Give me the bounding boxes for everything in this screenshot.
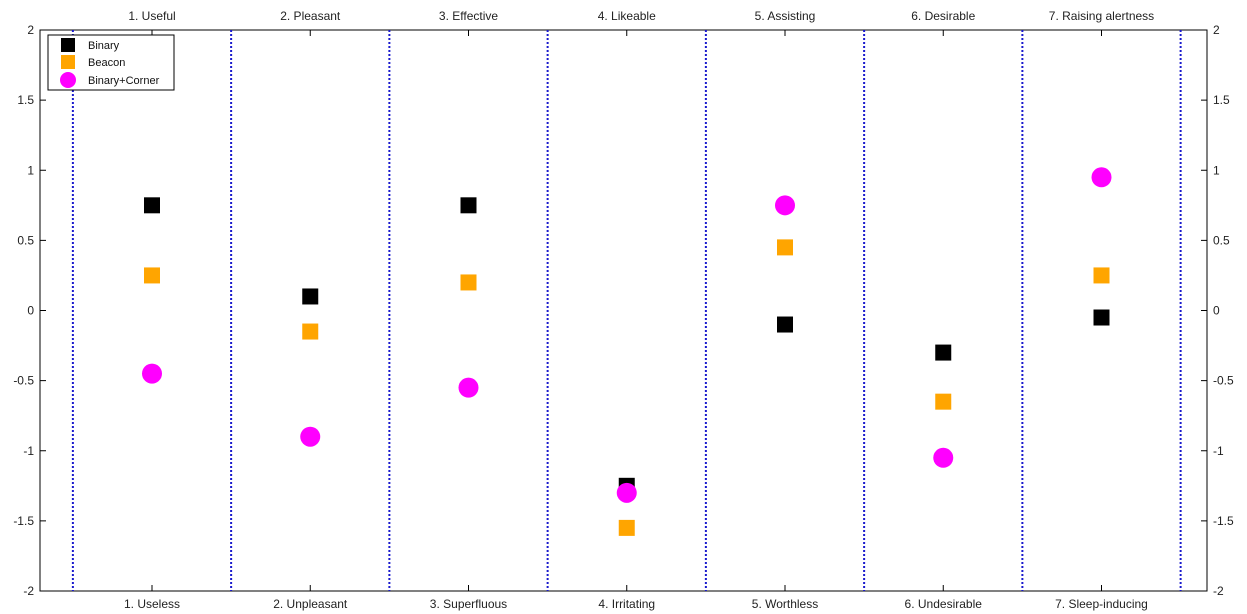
point-binary-corner-6 xyxy=(933,447,954,468)
plot-area xyxy=(39,29,1208,592)
top-label-2: 2. Pleasant xyxy=(280,9,341,23)
point-beacon-1 xyxy=(144,267,160,284)
y-tick-label-left: -1 xyxy=(23,444,34,458)
point-binary-corner-2 xyxy=(300,426,321,447)
point-binary-corner-5 xyxy=(775,195,795,216)
bottom-label-4: 4. Irritating xyxy=(598,597,655,611)
point-binary-3 xyxy=(460,197,477,214)
point-binary-2 xyxy=(302,288,319,305)
separator-lines xyxy=(71,30,1182,591)
y-tick-label-left: -1.5 xyxy=(13,514,34,528)
point-beacon-7 xyxy=(1093,267,1110,284)
y-tick-label-right: 2 xyxy=(1213,23,1220,37)
y-tick-label-right: 0.5 xyxy=(1213,233,1230,247)
y-tick-label-left: 0.5 xyxy=(17,233,34,247)
y-axis-right: -2 -1.5 -1 -0.5 0 0.5 1 1.5 2 xyxy=(1201,23,1234,598)
point-binary-corner-3 xyxy=(458,377,479,398)
y-tick-label-left: 1 xyxy=(27,163,34,177)
point-binary-corner-7 xyxy=(1091,167,1112,188)
y-tick-label-right: 1 xyxy=(1213,163,1220,177)
point-beacon-5 xyxy=(777,239,793,256)
point-beacon-2 xyxy=(302,323,319,340)
point-binary-1 xyxy=(144,197,160,214)
y-tick-label-right: 0 xyxy=(1213,304,1220,318)
top-label-6: 6. Desirable xyxy=(911,9,975,23)
legend-marker-binary-corner xyxy=(60,72,76,88)
legend: Binary Beacon Binary+Corner xyxy=(47,34,175,91)
top-label-3: 3. Effective xyxy=(439,9,498,23)
bottom-label-3: 3. Superfluous xyxy=(430,597,507,611)
top-label-4: 4. Likeable xyxy=(598,9,656,23)
point-binary-5 xyxy=(777,316,793,333)
top-label-1: 1. Useful xyxy=(128,9,175,23)
point-beacon-4 xyxy=(618,519,635,536)
point-binary-7 xyxy=(1093,309,1110,326)
legend-marker-binary xyxy=(61,38,75,52)
legend-label-beacon: Beacon xyxy=(88,57,125,69)
y-tick-label-left: 1.5 xyxy=(17,93,34,107)
point-beacon-3 xyxy=(460,274,477,291)
bottom-label-1: 1. Useless xyxy=(124,597,180,611)
top-label-7: 7. Raising alertness xyxy=(1049,9,1154,23)
y-tick-label-left: -2 xyxy=(23,584,34,598)
top-label-5: 5. Assisting xyxy=(755,9,816,23)
y-axis-left: -2 -1.5 -1 -0.5 0 0.5 1 1.5 2 xyxy=(13,23,46,598)
top-category-labels: 1. Useful 2. Pleasant 3. Effective 4. Likea… xyxy=(128,9,1154,36)
y-tick-label-right: -0.5 xyxy=(1213,374,1234,388)
bottom-category-labels: 1. Useless 2. Unpleasant 3. Superfluous 4. … xyxy=(124,585,1148,611)
bottom-label-7: 7. Sleep-inducing xyxy=(1055,597,1148,611)
series-markers xyxy=(142,167,1112,536)
bottom-label-2: 2. Unpleasant xyxy=(273,597,348,611)
bottom-label-5: 5. Worthless xyxy=(752,597,818,611)
point-beacon-6 xyxy=(935,393,952,410)
y-tick-label-right: -1 xyxy=(1213,444,1224,458)
y-tick-label-left: -0.5 xyxy=(13,374,34,388)
bottom-label-6: 6. Undesirable xyxy=(905,597,983,611)
point-binary-6 xyxy=(935,344,952,361)
legend-label-binary-corner: Binary+Corner xyxy=(88,75,160,87)
y-tick-label-right: 1.5 xyxy=(1213,93,1230,107)
legend-marker-beacon xyxy=(61,55,75,69)
y-tick-label-left: 0 xyxy=(27,304,34,318)
y-tick-label-right: -2 xyxy=(1213,584,1224,598)
y-tick-label-right: -1.5 xyxy=(1213,514,1234,528)
point-binary-corner-1 xyxy=(142,363,162,384)
point-binary-corner-4 xyxy=(616,482,637,503)
y-tick-label-left: 2 xyxy=(27,23,34,37)
legend-label-binary: Binary xyxy=(88,40,120,52)
